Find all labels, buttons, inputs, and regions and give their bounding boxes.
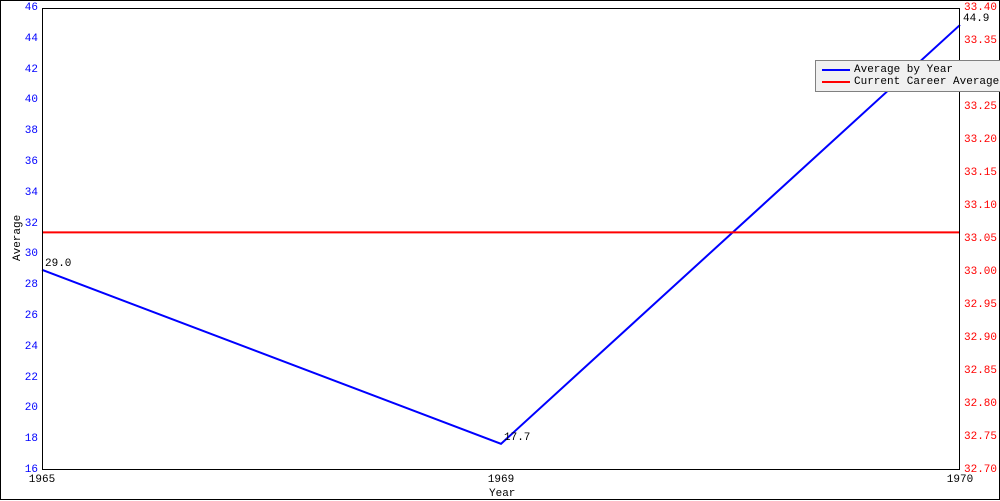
- legend-label: Average by Year: [854, 64, 953, 76]
- y-right-tick: 32.90: [964, 332, 997, 344]
- x-tick: 1965: [27, 474, 57, 486]
- y-left-tick: 28: [25, 279, 38, 291]
- y-right-tick: 33.00: [964, 266, 997, 278]
- y-left-tick: 36: [25, 156, 38, 168]
- y-right-tick: 33.10: [964, 200, 997, 212]
- y-right-tick: 32.80: [964, 398, 997, 410]
- data-point-label: 44.9: [963, 13, 989, 25]
- legend-label: Current Career Average: [854, 76, 999, 88]
- legend: Average by YearCurrent Career Average: [815, 60, 1000, 92]
- y-right-tick: 33.20: [964, 134, 997, 146]
- y-right-tick: 33.35: [964, 35, 997, 47]
- y-left-tick: 38: [25, 125, 38, 137]
- x-axis-title: Year: [489, 488, 515, 500]
- legend-swatch: [822, 81, 850, 83]
- y-left-tick: 18: [25, 433, 38, 445]
- y-right-tick: 32.95: [964, 299, 997, 311]
- y-left-tick: 30: [25, 248, 38, 260]
- y-left-tick: 40: [25, 94, 38, 106]
- y-right-tick: 32.85: [964, 365, 997, 377]
- data-point-label: 29.0: [45, 258, 71, 270]
- x-tick: 1969: [486, 474, 516, 486]
- y-left-tick: 24: [25, 341, 38, 353]
- y-right-tick: 33.15: [964, 167, 997, 179]
- y-right-tick: 32.75: [964, 431, 997, 443]
- y-left-tick: 42: [25, 64, 38, 76]
- y-left-tick: 46: [25, 2, 38, 14]
- y-left-tick: 26: [25, 310, 38, 322]
- y-right-tick: 33.25: [964, 101, 997, 113]
- legend-row: Average by Year: [822, 64, 999, 76]
- y-left-tick: 20: [25, 402, 38, 414]
- y-left-tick: 34: [25, 187, 38, 199]
- y-right-tick: 33.05: [964, 233, 997, 245]
- y-left-tick: 22: [25, 372, 38, 384]
- legend-row: Current Career Average: [822, 76, 999, 88]
- chart-container: 16182022242628303234363840424446 32.7032…: [0, 0, 1000, 500]
- y-axis-title: Average: [12, 215, 24, 261]
- data-point-label: 17.7: [504, 432, 530, 444]
- y-left-tick: 32: [25, 218, 38, 230]
- legend-swatch: [822, 69, 850, 71]
- y-left-tick: 44: [25, 33, 38, 45]
- x-tick: 1970: [945, 474, 975, 486]
